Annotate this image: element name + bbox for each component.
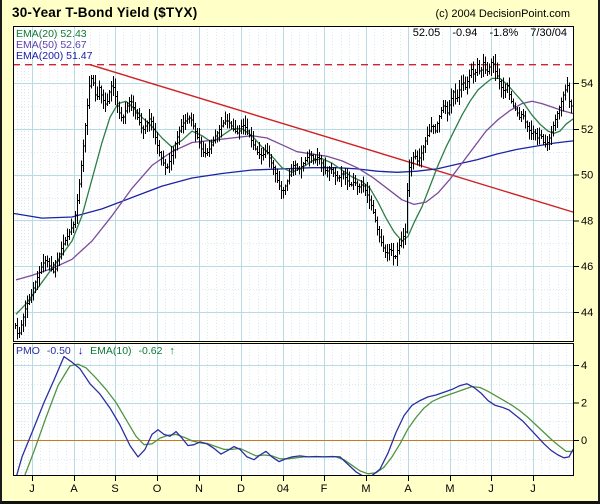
axis-ticks xyxy=(32,83,579,481)
down-trendline xyxy=(89,64,575,214)
x-axis-label: J xyxy=(530,483,536,495)
x-axis-label: J xyxy=(488,483,494,495)
legend-ema200: EMA(200) 51.47 xyxy=(16,50,93,63)
x-axis-label: D xyxy=(237,483,245,495)
legend-ema50: EMA(50) 52.67 xyxy=(16,39,87,52)
pmo-ema-label: EMA(10) xyxy=(90,345,132,357)
y-axis-label: 2 xyxy=(581,398,587,410)
x-axis-label: M xyxy=(445,483,454,495)
copyright-text: (c) 2004 DecisionPoint.com xyxy=(435,8,570,20)
pmo-up-arrow-icon: ↑ xyxy=(169,345,175,357)
x-axis-label: M xyxy=(361,483,370,495)
x-axis-label: F xyxy=(321,483,328,495)
price-bars xyxy=(15,54,573,340)
pmo-lines xyxy=(16,355,573,475)
pmo-label: PMO xyxy=(16,345,40,357)
y-axis-label: 46 xyxy=(581,261,593,273)
last-quote: 52.05 -0.94 -1.8% 7/30/04 xyxy=(413,27,567,39)
quote-percent: -1.8% xyxy=(489,27,519,39)
pmo-panel xyxy=(13,343,574,476)
x-axis-labels: J A S O N D 04 F M A M J J xyxy=(29,483,536,495)
pmo-header: PMO -0.50 ↓ EMA(10) -0.62 ↑ xyxy=(16,345,179,357)
y-axis-label: 52 xyxy=(581,124,593,136)
y-axis-label: 0 xyxy=(581,435,587,447)
y-axis-labels-main: 54 52 50 48 46 44 xyxy=(581,78,593,319)
legend-ema20: EMA(20) 52.43 xyxy=(16,28,87,40)
x-axis-label: N xyxy=(195,483,203,495)
y-axis-label: 54 xyxy=(581,78,593,90)
quote-change: -0.94 xyxy=(452,27,478,39)
ema-legend: EMA(20) 52.43 EMA(50) 52.67 EMA(200) 51.… xyxy=(16,28,93,63)
quote-last: 52.05 xyxy=(412,27,441,39)
grid-major xyxy=(13,26,574,476)
grid-minor xyxy=(13,26,574,476)
ema200-line xyxy=(14,140,573,219)
x-axis-label: O xyxy=(153,483,162,495)
panel-borders xyxy=(13,26,574,476)
x-axis-label: S xyxy=(111,483,118,495)
x-axis-label: J xyxy=(29,483,35,495)
y-axis-label: 50 xyxy=(581,170,593,182)
pmo-value: -0.50 xyxy=(46,345,71,357)
y-axis-label: 4 xyxy=(581,360,587,372)
ema50-line xyxy=(15,100,573,281)
pmo-down-arrow-icon: ↓ xyxy=(77,345,84,357)
x-axis-label: A xyxy=(404,483,412,495)
x-axis-label: A xyxy=(70,483,78,495)
pmo-ema-value: -0.62 xyxy=(138,345,163,357)
page-title: 30-Year T-Bond Yield ($TYX) xyxy=(12,5,198,20)
y-axis-labels-pmo: 4 2 0 xyxy=(581,360,587,447)
y-axis-label: 44 xyxy=(581,307,593,319)
y-axis-label: 48 xyxy=(581,215,593,227)
main-panel-border xyxy=(13,26,574,342)
x-axis-label: 04 xyxy=(277,483,289,495)
pmo-line xyxy=(16,355,573,475)
quote-date: 7/30/04 xyxy=(530,27,567,39)
pmo-panel-border xyxy=(13,343,574,476)
